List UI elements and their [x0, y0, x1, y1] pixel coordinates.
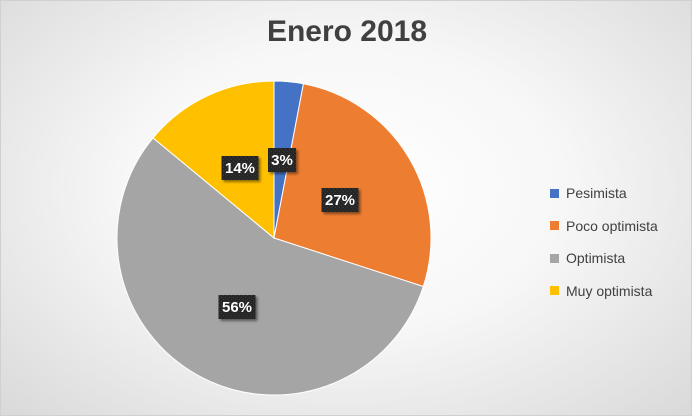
pie-slice-poco-optimista	[273, 83, 432, 288]
data-label-poco-optimista: 27%	[321, 188, 359, 212]
legend-label: Muy optimista	[566, 282, 653, 299]
data-label-text: 14%	[225, 160, 255, 177]
chart-title: Enero 2018	[266, 15, 428, 48]
data-label-box	[268, 148, 296, 172]
legend-item-poco-optimista: Poco optimista	[550, 210, 658, 243]
legend-item-pesimista: Pesimista	[550, 177, 658, 210]
legend-label: Pesimista	[566, 185, 627, 202]
data-label-box	[218, 295, 256, 319]
legend-item-optimista: Optimista	[550, 242, 658, 275]
data-label-muy-optimista: 14%	[221, 156, 259, 180]
data-label-text: 27%	[325, 192, 355, 209]
data-label-text: 56%	[222, 299, 252, 316]
data-label-pesimista: 3%	[268, 148, 296, 172]
legend-swatch-pesimista	[550, 188, 559, 198]
data-label-box	[321, 188, 359, 212]
data-label-optimista: 56%	[218, 295, 256, 319]
data-label-text: 3%	[271, 152, 293, 169]
legend-swatch-poco-optimista	[550, 221, 559, 231]
legend-swatch-muy-optimista	[550, 286, 559, 296]
pie-slice-optimista	[116, 137, 424, 396]
data-label-box	[221, 156, 259, 180]
legend-swatch-optimista	[550, 253, 559, 263]
legend: Pesimista Poco optimista Optimista Muy o…	[550, 177, 658, 307]
legend-item-muy-optimista: Muy optimista	[550, 275, 658, 308]
pie-slice-muy-optimista	[152, 80, 275, 240]
legend-label: Optimista	[566, 250, 626, 267]
legend-label: Poco optimista	[566, 217, 658, 234]
